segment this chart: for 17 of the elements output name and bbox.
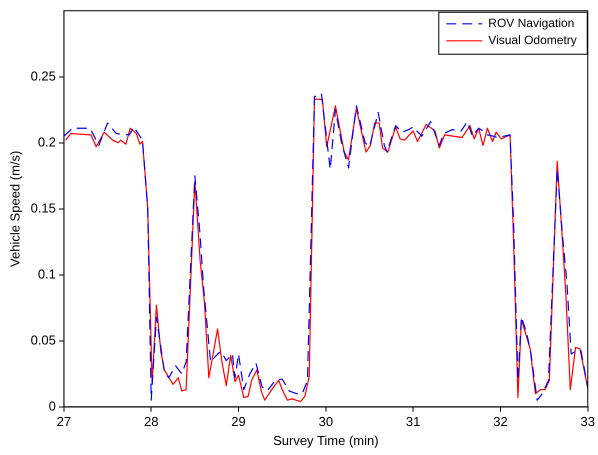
y-axis-title: Vehicle Speed (m/s) [7,150,22,267]
x-tick-label: 32 [493,414,508,430]
y-tick-label: 0.2 [38,134,56,150]
y-tick-label: 0.15 [30,200,56,216]
x-tick-label: 31 [406,414,420,430]
x-tick-label: 27 [56,414,72,430]
x-tick-label: 33 [580,414,596,430]
x-tick-label: 30 [318,414,334,430]
x-axis-title: Survey Time (min) [273,432,379,448]
y-tick-label: 0.1 [38,266,56,282]
legend-label: Visual Odometry [488,33,577,48]
y-tick-label: 0.25 [30,68,56,84]
legend-label: ROV Navigation [488,16,574,30]
y-tick-label: 0.05 [30,332,56,348]
y-tick-label: 0 [48,398,56,414]
x-tick-label: 28 [144,414,158,430]
x-tick-label: 29 [231,414,246,430]
